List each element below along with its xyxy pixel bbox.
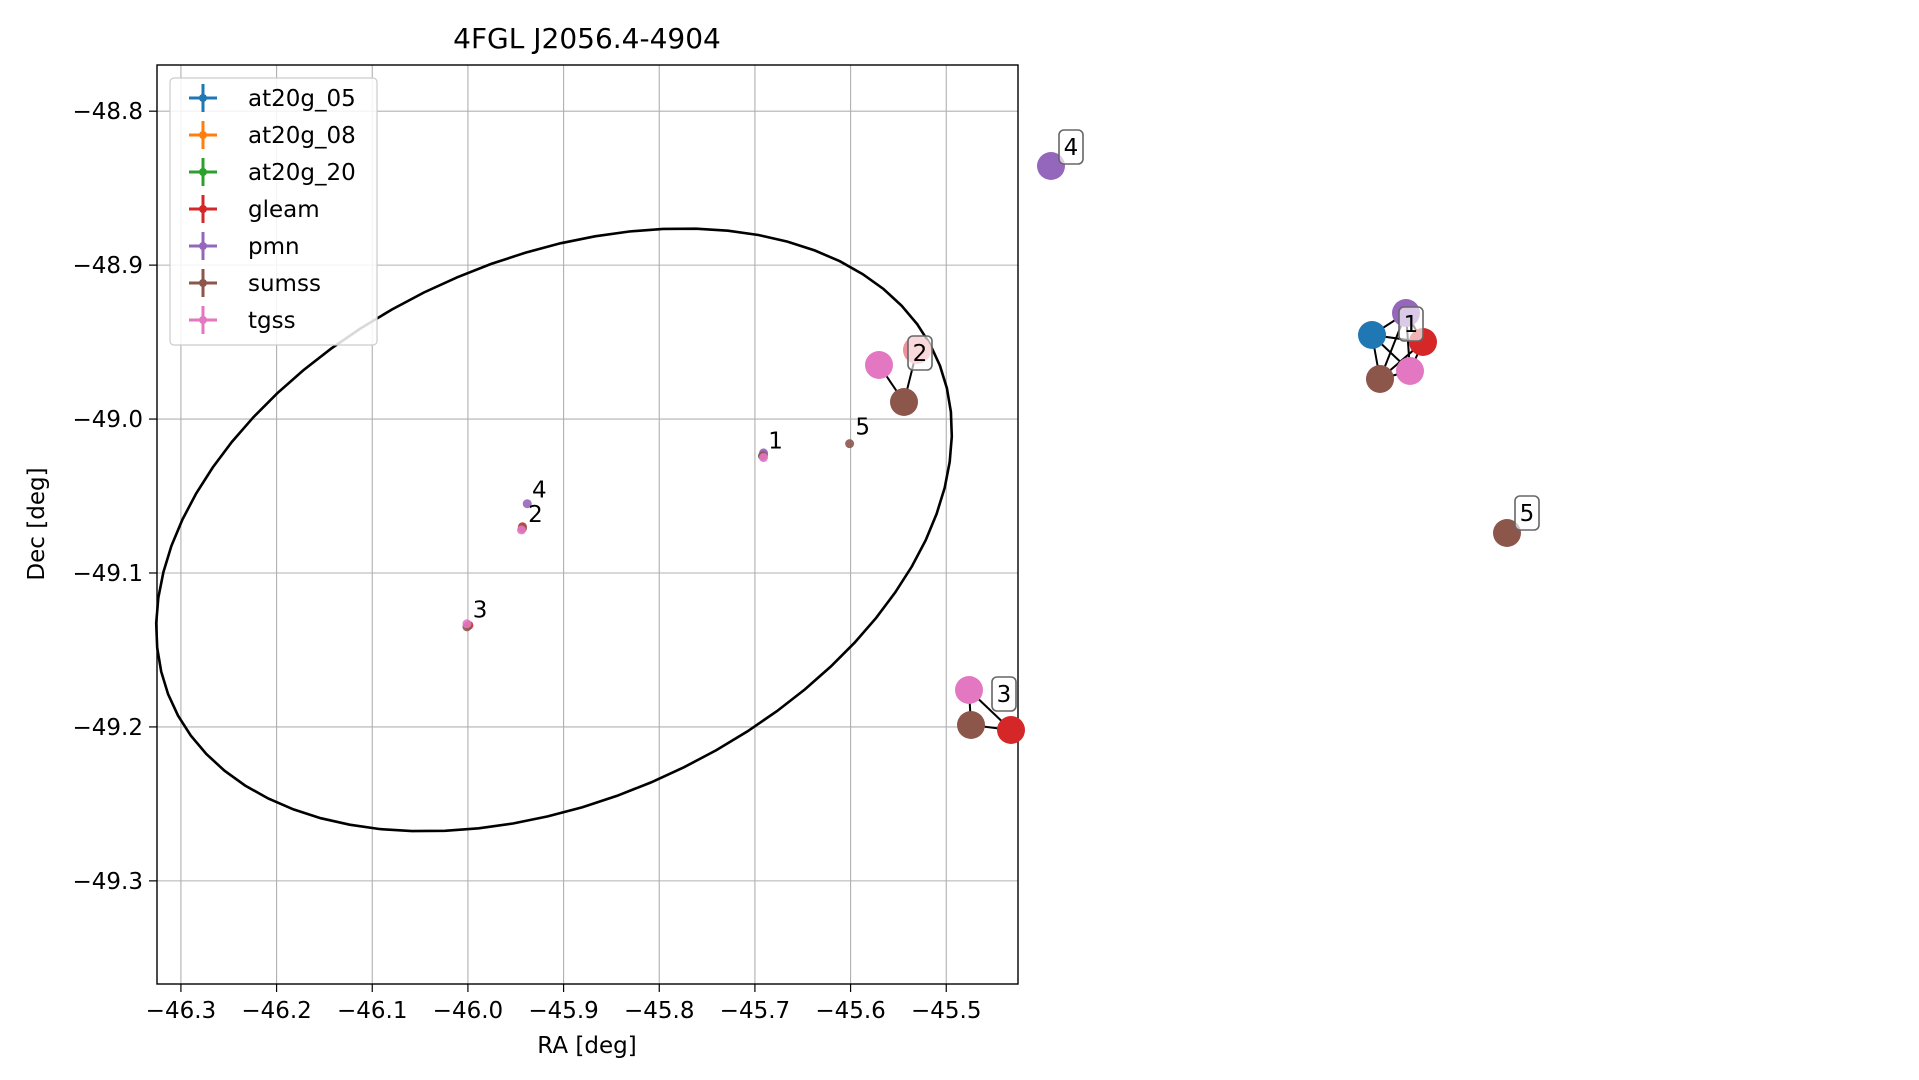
x-axis-label: RA [deg] <box>537 1033 636 1059</box>
x-tick-label: −46.3 <box>146 998 216 1024</box>
network-label-text: 3 <box>997 682 1012 708</box>
x-tick-label: −45.8 <box>624 998 694 1024</box>
y-tick-label: −49.2 <box>73 715 143 741</box>
y-tick-label: −48.8 <box>73 99 143 125</box>
network-label-1: 1 <box>1398 306 1424 342</box>
legend-marker-sumss <box>199 279 207 287</box>
y-axis: −48.8 −48.9 −49.0 −49.1 −49.2 −49.3 <box>73 99 157 895</box>
y-tick-label: −49.3 <box>73 869 143 895</box>
y-tick-label: −49.0 <box>73 407 143 433</box>
point-label-1: 1 <box>768 428 783 454</box>
network-label-text: 5 <box>1520 501 1535 527</box>
scatter-panel: 1 2 3 4 5 −46.3 −46.2 −46.1 −46.0 −45.9 −45.8 −45.… <box>24 22 1019 1059</box>
network-label-box <box>1398 306 1424 342</box>
point-tgss <box>516 525 526 535</box>
y-tick-label: −48.9 <box>73 253 143 279</box>
network-label-2: 2 <box>907 335 933 371</box>
network-label-3: 3 <box>991 676 1017 712</box>
x-tick-label: −46.2 <box>241 998 311 1024</box>
network-label-5: 5 <box>1514 495 1540 531</box>
network-node <box>1396 357 1424 385</box>
legend-marker-pmn <box>199 242 207 250</box>
network-node <box>1366 365 1394 393</box>
point-labels: 1 2 3 4 5 <box>473 414 870 623</box>
network-label-box <box>1058 129 1084 165</box>
legend-marker-at20g_08 <box>199 131 207 139</box>
legend-label-at20g_20: at20g_20 <box>248 160 356 186</box>
error-ellipse <box>154 227 954 833</box>
network-label-4: 4 <box>1058 129 1084 165</box>
network-node <box>890 388 918 416</box>
point-tgss <box>462 619 472 629</box>
legend-marker-gleam <box>199 205 207 213</box>
network-labels: 1 2 3 4 5 <box>907 129 1540 712</box>
network-nodes <box>865 152 1521 744</box>
network-label-box <box>991 676 1017 712</box>
legend-label-at20g_08: at20g_08 <box>248 123 356 149</box>
legend-label-sumss: sumss <box>248 271 321 297</box>
network-label-text: 4 <box>1064 135 1079 161</box>
x-tick-label: −46.0 <box>433 998 503 1024</box>
legend-label-pmn: pmn <box>248 234 300 260</box>
legend-box <box>169 77 378 346</box>
network-label-box <box>907 335 933 371</box>
network-node <box>997 716 1025 744</box>
point-label-5: 5 <box>855 414 870 440</box>
network-node <box>865 351 893 379</box>
legend-marker-at20g_20 <box>199 168 207 176</box>
point-label-2: 2 <box>528 502 543 528</box>
network-node <box>1037 152 1065 180</box>
network-node <box>1493 519 1521 547</box>
x-tick-label: −45.7 <box>720 998 790 1024</box>
y-axis-label: Dec [deg] <box>24 467 50 580</box>
network-node <box>957 711 985 739</box>
point-label-4: 4 <box>532 478 547 504</box>
network-label-text: 2 <box>913 341 928 367</box>
x-tick-label: −45.9 <box>528 998 598 1024</box>
x-tick-label: −46.1 <box>337 998 407 1024</box>
y-tick-label: −49.1 <box>73 561 143 587</box>
point-label-3: 3 <box>473 598 488 624</box>
network-node <box>955 676 983 704</box>
point-tgss <box>759 453 769 463</box>
x-axis: −46.3 −46.2 −46.1 −46.0 −45.9 −45.8 −45.7 −45.6… <box>146 984 981 1024</box>
x-tick-label: −45.6 <box>815 998 885 1024</box>
network-label-text: 1 <box>1404 312 1419 338</box>
ellipse-layer <box>154 227 954 833</box>
point-pmn <box>522 499 532 509</box>
legend-marker-tgss <box>199 316 207 324</box>
legend-label-at20g_05: at20g_05 <box>248 86 356 112</box>
plot-frame <box>156 64 1019 985</box>
network-label-box <box>1514 495 1540 531</box>
chart-title: 4FGL J2056.4-4904 <box>453 22 721 55</box>
point-sumss <box>845 439 855 449</box>
legend-label-gleam: gleam <box>248 197 320 223</box>
network-panel: 1 2 3 4 5 <box>865 129 1540 744</box>
network-node <box>1358 321 1386 349</box>
points-layer <box>462 439 855 632</box>
legend-label-tgss: tgss <box>248 308 296 334</box>
legend-marker-at20g_05 <box>199 94 207 102</box>
x-tick-label: −45.5 <box>911 998 981 1024</box>
